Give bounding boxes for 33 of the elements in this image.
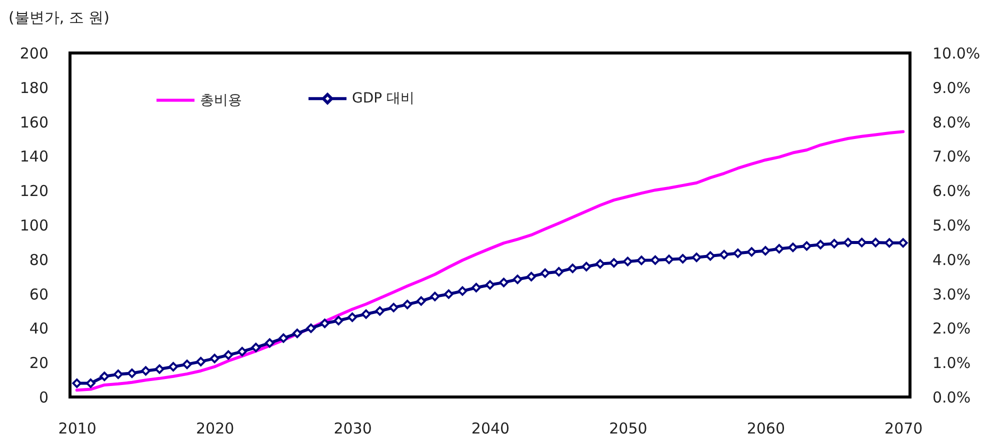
- y-tick-label: 160: [20, 113, 48, 132]
- x-tick-label: 2070: [884, 420, 923, 438]
- legend-label: 총비용: [200, 92, 242, 108]
- y2-tick-label: 8.0%: [932, 113, 971, 132]
- y-tick-label: 0: [38, 388, 48, 406]
- x-tick-label: 2010: [58, 420, 96, 438]
- x-tick-label: 2020: [196, 420, 234, 438]
- y2-tick-label: 5.0%: [932, 216, 971, 234]
- y2-tick-label: 4.0%: [932, 250, 971, 269]
- y2-tick-label: 7.0%: [932, 148, 971, 166]
- legend-label: GDP 대비: [352, 90, 415, 107]
- y-tick-label: 40: [29, 320, 48, 338]
- y-tick-label: 100: [20, 216, 48, 234]
- y2-tick-label: 3.0%: [932, 285, 971, 304]
- x-tick-label: 2040: [471, 420, 510, 438]
- y2-tick-label: 0.0%: [932, 388, 971, 406]
- line-series: [75, 130, 905, 392]
- x-tick-label: 2060: [746, 420, 786, 438]
- y2-tick-label: 6.0%: [932, 182, 971, 200]
- y-tick-label: 60: [29, 285, 48, 304]
- x-tick-label: 2030: [334, 420, 372, 438]
- x-tick-label: 2050: [609, 420, 648, 438]
- y2-tick-label: 1.0%: [932, 354, 971, 372]
- y-tick-label: 120: [20, 182, 48, 200]
- y-axis-title: (불변가, 조 원): [8, 8, 110, 26]
- y2-tick-label: 2.0%: [932, 320, 971, 338]
- y2-tick-label: 10.0%: [932, 44, 980, 62]
- y2-tick-label: 9.0%: [932, 78, 971, 97]
- y-tick-label: 180: [20, 78, 48, 97]
- y-tick-label: 80: [29, 250, 48, 269]
- y-tick-label: 20: [29, 354, 48, 372]
- y-tick-label: 200: [20, 44, 48, 62]
- y-tick-label: 140: [20, 148, 48, 166]
